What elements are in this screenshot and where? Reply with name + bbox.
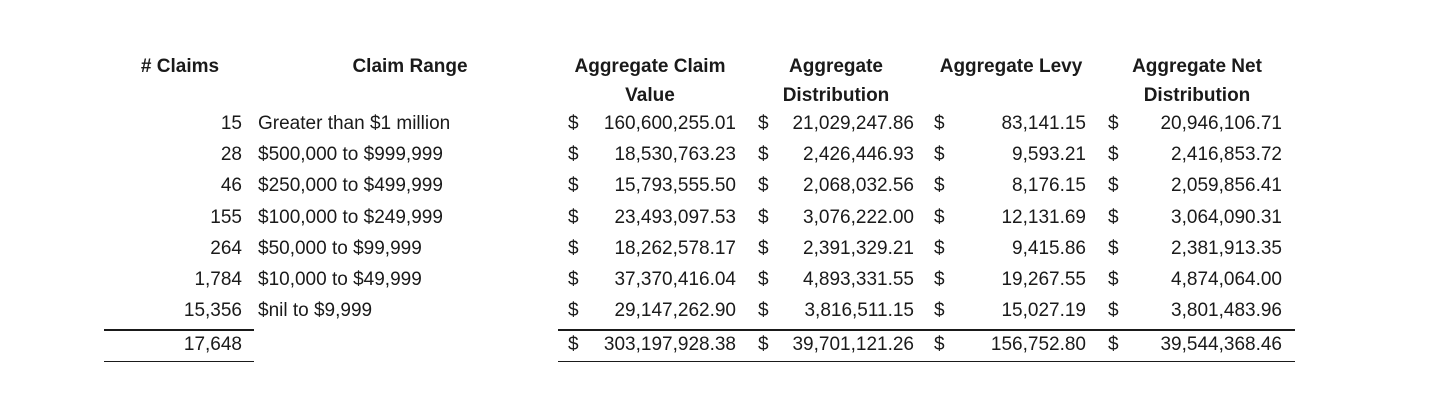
row-aggregate-levy: 9,415.86 xyxy=(1012,238,1086,259)
header-aggregate-claim-value-line1: Aggregate Claim xyxy=(574,56,726,77)
row-aggregate-distribution: 3,076,222.00 xyxy=(803,207,914,228)
row-aggregate-levy: 19,267.55 xyxy=(1001,269,1086,290)
row-aggregate-claim-value-currency: $ xyxy=(568,175,579,196)
row-aggregate-net-distribution: 3,801,483.96 xyxy=(1171,300,1282,321)
row-aggregate-net-distribution: 2,059,856.41 xyxy=(1171,175,1282,196)
row-aggregate-claim-value-currency: $ xyxy=(568,300,579,321)
row-claim-range: Greater than $1 million xyxy=(258,113,451,134)
header-aggregate-net-line1: Aggregate Net xyxy=(1132,56,1262,77)
row-aggregate-net-distribution-currency: $ xyxy=(1108,300,1119,321)
row-aggregate-levy-currency: $ xyxy=(934,175,945,196)
row-aggregate-net-distribution: 2,416,853.72 xyxy=(1171,144,1282,165)
row-aggregate-net-distribution: 2,381,913.35 xyxy=(1171,238,1282,259)
header-aggregate-distribution-line2: Distribution xyxy=(782,85,890,106)
row-aggregate-claim-value-currency: $ xyxy=(568,144,579,165)
total-rule-bottom-claims xyxy=(104,361,254,362)
row-aggregate-distribution-currency: $ xyxy=(758,113,769,134)
total-net: 39,544,368.46 xyxy=(1160,334,1282,355)
total-value-currency: $ xyxy=(568,334,579,355)
row-claims: 15,356 xyxy=(183,300,242,321)
total-rule-top-claims xyxy=(104,329,254,331)
row-aggregate-levy: 15,027.19 xyxy=(1001,300,1086,321)
row-aggregate-distribution-currency: $ xyxy=(758,207,769,228)
row-aggregate-claim-value-currency: $ xyxy=(568,269,579,290)
row-aggregate-net-distribution-currency: $ xyxy=(1108,175,1119,196)
row-aggregate-distribution: 2,391,329.21 xyxy=(803,238,914,259)
header-claims: # Claims xyxy=(140,56,220,77)
row-aggregate-net-distribution-currency: $ xyxy=(1108,113,1119,134)
row-claims: 46 xyxy=(220,175,242,196)
total-claims: 17,648 xyxy=(183,334,242,355)
header-claim-range: Claim Range xyxy=(352,56,468,77)
total-levy: 156,752.80 xyxy=(990,334,1086,355)
row-aggregate-claim-value-currency: $ xyxy=(568,207,579,228)
row-claims: 155 xyxy=(210,207,242,228)
row-aggregate-claim-value: 37,370,416.04 xyxy=(614,269,736,290)
header-aggregate-net-distribution: Aggregate Net Distribution xyxy=(1112,52,1282,110)
row-claim-range: $250,000 to $499,999 xyxy=(258,175,443,196)
row-aggregate-claim-value: 18,530,763.23 xyxy=(614,144,736,165)
row-claim-range: $nil to $9,999 xyxy=(258,300,373,321)
row-aggregate-net-distribution-currency: $ xyxy=(1108,144,1119,165)
header-aggregate-distribution: Aggregate Distribution xyxy=(756,52,916,110)
row-aggregate-distribution-currency: $ xyxy=(758,269,769,290)
row-claims: 264 xyxy=(210,238,242,259)
row-aggregate-levy-currency: $ xyxy=(934,238,945,259)
row-aggregate-net-distribution: 4,874,064.00 xyxy=(1171,269,1282,290)
row-aggregate-distribution-currency: $ xyxy=(758,144,769,165)
row-aggregate-levy-currency: $ xyxy=(934,113,945,134)
row-aggregate-net-distribution-currency: $ xyxy=(1108,238,1119,259)
header-aggregate-claim-value-line2: Value xyxy=(625,85,675,106)
row-aggregate-levy: 9,593.21 xyxy=(1012,144,1086,165)
row-aggregate-claim-value-currency: $ xyxy=(568,113,579,134)
total-levy-currency: $ xyxy=(934,334,945,355)
row-aggregate-net-distribution: 20,946,106.71 xyxy=(1160,113,1282,134)
row-aggregate-distribution: 21,029,247.86 xyxy=(792,113,914,134)
row-aggregate-net-distribution-currency: $ xyxy=(1108,207,1119,228)
total-value: 303,197,928.38 xyxy=(603,334,736,355)
row-claim-range: $500,000 to $999,999 xyxy=(258,144,443,165)
row-aggregate-levy-currency: $ xyxy=(934,207,945,228)
total-rule-top-values xyxy=(558,329,1295,331)
row-aggregate-levy: 83,141.15 xyxy=(1001,113,1086,134)
row-aggregate-claim-value: 18,262,578.17 xyxy=(614,238,736,259)
row-aggregate-levy-currency: $ xyxy=(934,269,945,290)
row-aggregate-claim-value: 29,147,262.90 xyxy=(614,300,736,321)
header-aggregate-distribution-line1: Aggregate xyxy=(789,56,883,77)
row-aggregate-claim-value-currency: $ xyxy=(568,238,579,259)
header-aggregate-net-line2: Distribution xyxy=(1143,85,1251,106)
row-aggregate-net-distribution: 3,064,090.31 xyxy=(1171,207,1282,228)
row-aggregate-distribution-currency: $ xyxy=(758,175,769,196)
row-aggregate-distribution: 4,893,331.55 xyxy=(803,269,914,290)
row-claims: 28 xyxy=(220,144,242,165)
row-aggregate-distribution: 2,068,032.56 xyxy=(803,175,914,196)
row-aggregate-net-distribution-currency: $ xyxy=(1108,269,1119,290)
header-aggregate-claim-value: Aggregate Claim Value xyxy=(560,52,740,110)
row-aggregate-distribution-currency: $ xyxy=(758,238,769,259)
row-aggregate-levy: 8,176.15 xyxy=(1012,175,1086,196)
row-aggregate-distribution-currency: $ xyxy=(758,300,769,321)
total-distribution-currency: $ xyxy=(758,334,769,355)
total-distribution: 39,701,121.26 xyxy=(792,334,914,355)
row-claims: 15 xyxy=(220,113,242,134)
row-aggregate-levy-currency: $ xyxy=(934,300,945,321)
total-net-currency: $ xyxy=(1108,334,1119,355)
row-aggregate-levy: 12,131.69 xyxy=(1001,207,1086,228)
row-aggregate-claim-value: 15,793,555.50 xyxy=(614,175,736,196)
total-rule-bottom-values xyxy=(558,361,1295,362)
row-claim-range: $50,000 to $99,999 xyxy=(258,238,422,259)
header-aggregate-levy: Aggregate Levy xyxy=(939,56,1083,77)
row-aggregate-claim-value: 160,600,255.01 xyxy=(603,113,736,134)
row-claim-range: $100,000 to $249,999 xyxy=(258,207,443,228)
row-aggregate-claim-value: 23,493,097.53 xyxy=(614,207,736,228)
row-claims: 1,784 xyxy=(194,269,242,290)
row-claim-range: $10,000 to $49,999 xyxy=(258,269,422,290)
row-aggregate-distribution: 2,426,446.93 xyxy=(803,144,914,165)
row-aggregate-levy-currency: $ xyxy=(934,144,945,165)
row-aggregate-distribution: 3,816,511.15 xyxy=(804,300,914,321)
